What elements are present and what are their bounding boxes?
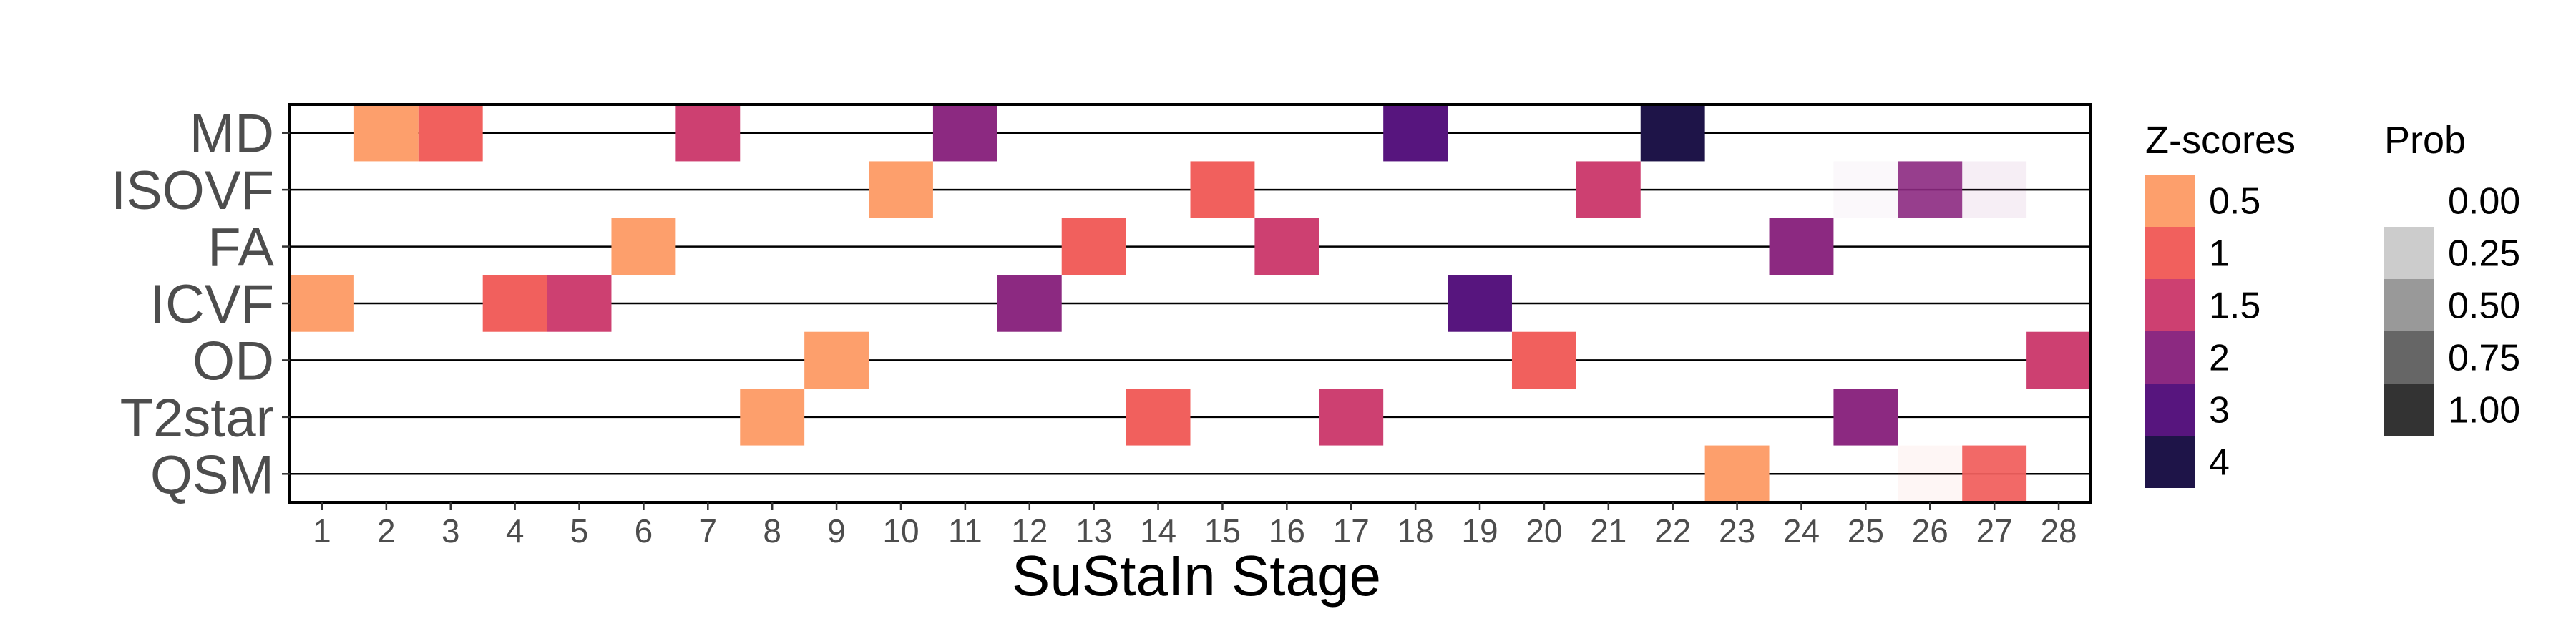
cell-t2star-stage-25 bbox=[1833, 389, 1898, 446]
z-legend-label: 0.5 bbox=[2209, 181, 2260, 223]
x-tick-label: 3 bbox=[441, 512, 460, 550]
prob-legend-label: 0.50 bbox=[2448, 286, 2520, 327]
x-tick-label: 28 bbox=[2040, 512, 2077, 550]
x-tick-label: 26 bbox=[1912, 512, 1948, 550]
probability-legend: Prob 0.00 0.25 0.50 0.75 1.00 bbox=[2384, 119, 2520, 436]
z-legend-key bbox=[2145, 331, 2195, 384]
z-legend-title: Z-scores bbox=[2145, 119, 2296, 162]
prob-legend-key bbox=[2384, 384, 2434, 436]
x-tick-label: 14 bbox=[1140, 512, 1176, 550]
prob-legend-label: 0.25 bbox=[2448, 233, 2520, 275]
prob-legend-title: Prob bbox=[2384, 119, 2466, 162]
prob-legend-key bbox=[2384, 279, 2434, 331]
cell-icvf-stage-1 bbox=[290, 275, 354, 332]
z-legend-key bbox=[2145, 227, 2195, 279]
z-legend-label: 4 bbox=[2209, 442, 2230, 484]
cell-isovf-stage-27 bbox=[1962, 161, 2027, 218]
x-tick-label: 16 bbox=[1269, 512, 1305, 550]
cell-od-stage-28 bbox=[2026, 331, 2091, 389]
x-tick-label: 27 bbox=[1976, 512, 2013, 550]
cell-md-stage-7 bbox=[675, 104, 741, 162]
y-tick-label: MD bbox=[190, 104, 274, 165]
z-legend-key bbox=[2145, 175, 2195, 227]
cell-md-stage-3 bbox=[418, 104, 483, 162]
x-tick-label: 4 bbox=[506, 512, 525, 550]
cell-isovf-stage-21 bbox=[1576, 161, 1641, 218]
x-tick-label: 7 bbox=[699, 512, 718, 550]
y-tick-label: QSM bbox=[150, 444, 274, 505]
cell-isovf-stage-26 bbox=[1898, 161, 1963, 218]
cell-isovf-stage-15 bbox=[1190, 161, 1255, 218]
x-tick-label: 17 bbox=[1333, 512, 1370, 550]
cell-fa-stage-13 bbox=[1061, 218, 1126, 275]
y-tick-label: FA bbox=[208, 218, 274, 278]
x-tick-label: 13 bbox=[1075, 512, 1112, 550]
x-tick-label: 24 bbox=[1783, 512, 1820, 550]
prob-legend-key bbox=[2384, 331, 2434, 384]
cell-md-stage-18 bbox=[1383, 104, 1448, 162]
cell-qsm-stage-27 bbox=[1962, 445, 2027, 502]
z-legend-label: 1 bbox=[2209, 233, 2230, 275]
cell-icvf-stage-4 bbox=[482, 275, 547, 332]
z-legend-key bbox=[2145, 436, 2195, 488]
cell-md-stage-2 bbox=[353, 104, 419, 162]
y-tick-label: ISOVF bbox=[111, 160, 274, 221]
x-axis-tick-labels: 1 2 3 4 5 6 7 8 9 10 11 12 13 14 15 16 17 18 19 20 21 22 23 24 2… bbox=[313, 502, 2077, 550]
x-tick-label: 9 bbox=[827, 512, 846, 550]
prob-legend-key bbox=[2384, 175, 2434, 227]
cell-qsm-stage-26 bbox=[1898, 445, 1963, 502]
cell-fa-stage-16 bbox=[1254, 218, 1319, 275]
y-tick-label: T2star bbox=[120, 388, 274, 449]
x-tick-label: 8 bbox=[763, 512, 781, 550]
z-legend-label: 2 bbox=[2209, 338, 2230, 379]
x-tick-label: 10 bbox=[882, 512, 919, 550]
x-tick-label: 20 bbox=[1526, 512, 1562, 550]
cell-isovf-stage-25 bbox=[1833, 161, 1898, 218]
x-tick-label: 15 bbox=[1204, 512, 1241, 550]
x-tick-label: 22 bbox=[1654, 512, 1691, 550]
cell-t2star-stage-8 bbox=[740, 389, 805, 446]
x-tick-label: 21 bbox=[1590, 512, 1626, 550]
y-tick-label: OD bbox=[192, 331, 274, 391]
z-legend-label: 3 bbox=[2209, 390, 2230, 431]
cell-md-stage-22 bbox=[1640, 104, 1705, 162]
z-legend-key bbox=[2145, 279, 2195, 331]
z-legend-label: 1.5 bbox=[2209, 286, 2260, 327]
x-tick-label: 1 bbox=[313, 512, 331, 550]
cell-od-stage-9 bbox=[804, 331, 869, 389]
x-tick-label: 11 bbox=[948, 512, 982, 550]
prob-legend-label: 0.75 bbox=[2448, 338, 2520, 379]
y-tick-label: ICVF bbox=[150, 274, 274, 335]
cell-icvf-stage-19 bbox=[1448, 275, 1512, 332]
prob-legend-key bbox=[2384, 227, 2434, 279]
prob-legend-label: 0.00 bbox=[2448, 181, 2520, 223]
prob-legend-label: 1.00 bbox=[2448, 390, 2520, 431]
x-tick-label: 6 bbox=[635, 512, 653, 550]
cell-fa-stage-24 bbox=[1769, 218, 1834, 275]
cell-icvf-stage-12 bbox=[997, 275, 1062, 332]
x-tick-label: 18 bbox=[1397, 512, 1434, 550]
z-score-legend: Z-scores 0.5 1 1.5 2 3 4 bbox=[2145, 119, 2296, 488]
heatmap-cells bbox=[290, 104, 2091, 502]
cell-md-stage-11 bbox=[932, 104, 997, 162]
cell-isovf-stage-10 bbox=[869, 161, 933, 218]
x-tick-label: 5 bbox=[570, 512, 589, 550]
cell-t2star-stage-14 bbox=[1126, 389, 1191, 446]
x-tick-label: 12 bbox=[1011, 512, 1048, 550]
x-tick-label: 2 bbox=[377, 512, 396, 550]
x-tick-label: 23 bbox=[1719, 512, 1755, 550]
z-legend-key bbox=[2145, 384, 2195, 436]
x-tick-label: 19 bbox=[1461, 512, 1498, 550]
x-axis-title: SuStaIn Stage bbox=[1012, 544, 1381, 608]
cell-icvf-stage-5 bbox=[547, 275, 612, 332]
cell-fa-stage-6 bbox=[611, 218, 676, 275]
cell-t2star-stage-17 bbox=[1319, 389, 1384, 446]
x-tick-label: 25 bbox=[1848, 512, 1884, 550]
cell-qsm-stage-23 bbox=[1704, 445, 1770, 502]
cell-od-stage-20 bbox=[1511, 331, 1576, 389]
